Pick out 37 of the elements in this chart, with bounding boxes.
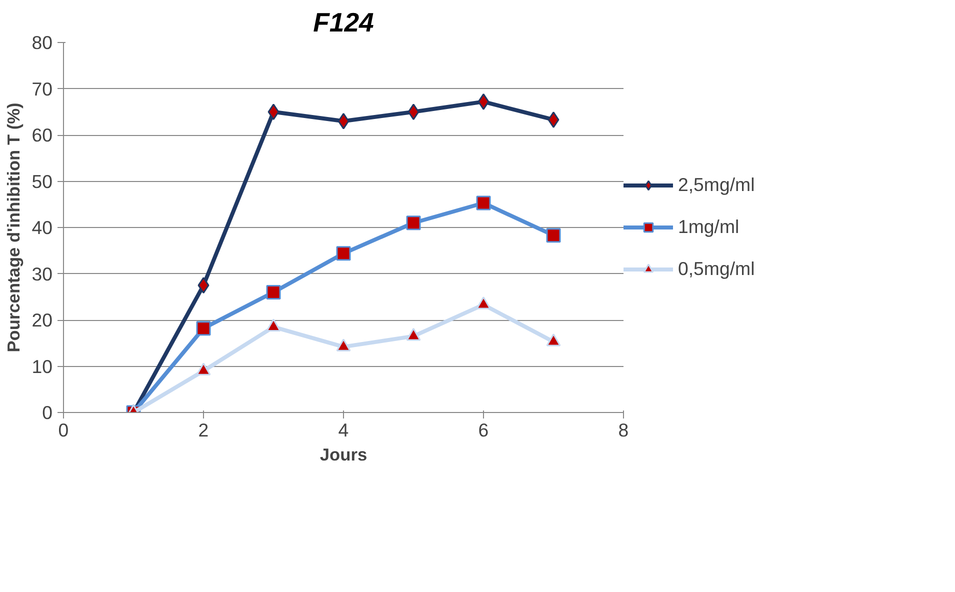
y-tick-label: 10	[32, 356, 53, 377]
x-tick-label: 0	[58, 420, 69, 440]
x-axis-title: Jours	[320, 444, 368, 464]
y-tick-label: 70	[32, 78, 53, 100]
x-tick-label: 4	[338, 420, 349, 440]
y-tick-label: 40	[32, 217, 53, 238]
legend-label: 0,5mg/ml	[678, 258, 755, 280]
point	[548, 111, 560, 128]
point	[476, 296, 491, 310]
y-tick-label: 0	[42, 402, 53, 423]
y-axis-title: Pourcentage d'inhibition T (%)	[4, 102, 24, 352]
point	[406, 328, 421, 341]
y-tick-label: 80	[32, 32, 53, 53]
point	[268, 104, 280, 120]
point	[476, 196, 491, 210]
point	[198, 277, 210, 294]
point	[266, 285, 281, 300]
x-tick-label: 2	[198, 420, 209, 440]
y-tick-label: 60	[32, 124, 53, 146]
point	[196, 362, 211, 376]
point	[408, 104, 420, 120]
point	[266, 318, 281, 332]
point	[336, 338, 351, 352]
y-tick-label: 30	[32, 263, 53, 284]
x-tick-label: 6	[478, 420, 489, 440]
point	[546, 228, 561, 243]
point	[546, 333, 561, 346]
point	[478, 93, 490, 110]
y-tick-label: 20	[32, 310, 53, 330]
legend-label: 2,5mg/ml	[678, 174, 755, 196]
point	[406, 216, 421, 230]
chart-title: F124	[313, 8, 374, 38]
point	[338, 112, 350, 130]
y-tick-label: 50	[32, 170, 53, 192]
point	[336, 246, 351, 261]
x-tick-label: 8	[618, 420, 629, 440]
legend-label: 1mg/ml	[678, 216, 740, 238]
